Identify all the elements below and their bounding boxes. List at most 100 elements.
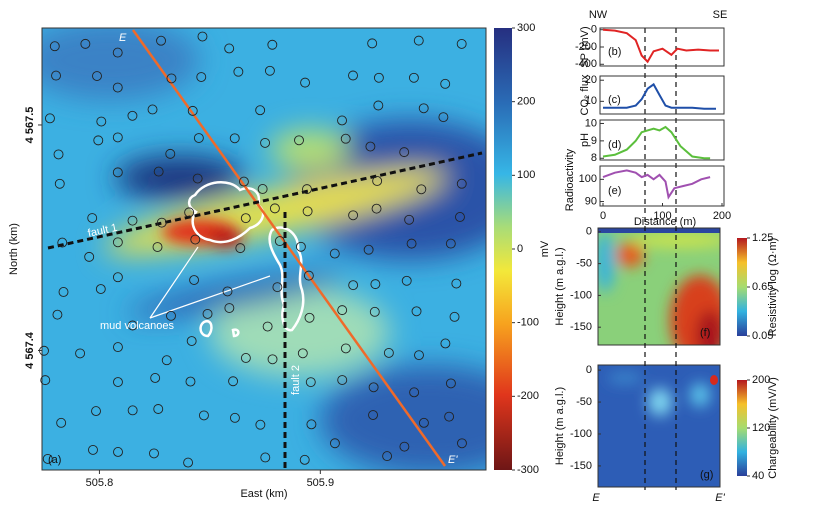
right-label: E' <box>715 492 725 504</box>
colorbar-tick-label: 40 <box>752 470 764 482</box>
survey-point <box>53 149 64 160</box>
survey-point <box>202 308 213 319</box>
x-tick-label: 505.8 <box>86 477 114 489</box>
survey-point <box>127 215 138 226</box>
survey-point <box>399 441 410 452</box>
data-line <box>602 125 711 160</box>
survey-point <box>75 348 86 359</box>
panel-label: (g) <box>700 469 713 481</box>
panel-label: (f) <box>700 327 710 339</box>
colorbar-tick-label: -100 <box>517 317 539 329</box>
panel-label: (e) <box>608 185 621 197</box>
survey-point <box>156 217 167 228</box>
colorbar-label: Chargeability (mV/V) <box>767 377 779 478</box>
survey-point <box>372 176 383 186</box>
y-axis-label: Height (m a.g.l.) <box>554 247 566 325</box>
map-frame <box>41 27 487 471</box>
survey-point <box>456 178 467 189</box>
survey-point <box>235 243 246 254</box>
survey-point <box>399 147 410 158</box>
section-g-frame <box>597 364 721 488</box>
survey-point <box>264 65 275 76</box>
survey-point <box>363 244 374 255</box>
survey-point <box>166 310 176 321</box>
survey-point <box>183 457 194 468</box>
colorbar-tick-label: 0.05 <box>752 330 773 342</box>
survey-point <box>406 238 417 249</box>
colorbar-tick-label: -300 <box>517 464 539 476</box>
survey-point <box>92 71 102 81</box>
survey-point <box>57 237 68 248</box>
survey-point <box>52 309 63 320</box>
survey-point <box>198 410 209 421</box>
survey-point <box>193 133 204 143</box>
survey-point <box>56 417 67 428</box>
y-tick-label: -50 <box>576 396 592 408</box>
y-axis-label: pH <box>579 133 591 147</box>
left-label: E <box>592 492 600 504</box>
survey-point <box>51 70 61 81</box>
survey-point <box>411 306 422 317</box>
survey-point <box>371 203 382 214</box>
survey-point <box>348 70 358 81</box>
survey-point <box>156 35 166 46</box>
survey-point <box>369 306 380 317</box>
survey-point <box>229 133 240 144</box>
survey-point <box>153 166 164 177</box>
survey-point <box>149 448 159 459</box>
panel-label: (b) <box>608 46 621 58</box>
survey-point <box>112 272 123 283</box>
survey-point <box>457 438 467 449</box>
survey-point <box>272 282 283 293</box>
survey-point <box>95 284 106 295</box>
survey-point <box>444 411 455 422</box>
survey-point <box>304 312 315 323</box>
survey-point <box>190 234 201 245</box>
y-tick-label: -400 <box>575 58 597 70</box>
colorbar-tick-label: 200 <box>752 374 770 386</box>
survey-point <box>112 237 123 248</box>
survey-point <box>329 438 340 449</box>
profile-markers <box>644 28 677 490</box>
y-tick-label: -50 <box>576 258 592 270</box>
survey-point <box>80 38 91 49</box>
survey-point <box>58 287 69 297</box>
survey-point <box>44 113 55 124</box>
x-tick-label: 200 <box>713 210 731 222</box>
survey-point <box>299 454 310 465</box>
survey-point <box>445 238 456 249</box>
survey-point <box>373 72 384 83</box>
y-tick-label: 8 <box>591 152 597 164</box>
survey-point <box>456 38 467 49</box>
survey-point <box>185 376 196 387</box>
survey-point <box>228 376 239 387</box>
y-tick-label: -200 <box>575 41 597 53</box>
survey-point <box>153 404 164 414</box>
survey-point <box>186 336 197 347</box>
section-f-frame <box>597 227 721 346</box>
right-label: SE <box>713 9 728 21</box>
colorbar <box>494 28 512 470</box>
survey-point <box>240 353 251 363</box>
survey-point <box>337 305 348 316</box>
survey-point <box>49 41 60 52</box>
survey-point <box>84 251 95 262</box>
y-tick-label: 10 <box>585 95 597 107</box>
fault-2-label: fault 2 <box>290 365 302 395</box>
survey-point <box>440 338 451 349</box>
colorbar-tick-label: 300 <box>517 22 535 34</box>
survey-point <box>451 278 462 289</box>
survey-point <box>127 405 138 416</box>
survey-point <box>368 382 379 393</box>
survey-point <box>300 77 311 88</box>
panel-label: (c) <box>608 94 621 106</box>
survey-point <box>294 135 304 146</box>
y-tick-label: 90 <box>585 195 597 207</box>
survey-point <box>87 213 98 223</box>
y-tick-label: 0 <box>591 24 597 36</box>
survey-point <box>408 72 419 83</box>
y-tick-label: 100 <box>579 173 597 185</box>
colorbar-tick-label: 120 <box>752 422 770 434</box>
survey-point <box>40 375 51 386</box>
survey-point <box>187 105 198 116</box>
